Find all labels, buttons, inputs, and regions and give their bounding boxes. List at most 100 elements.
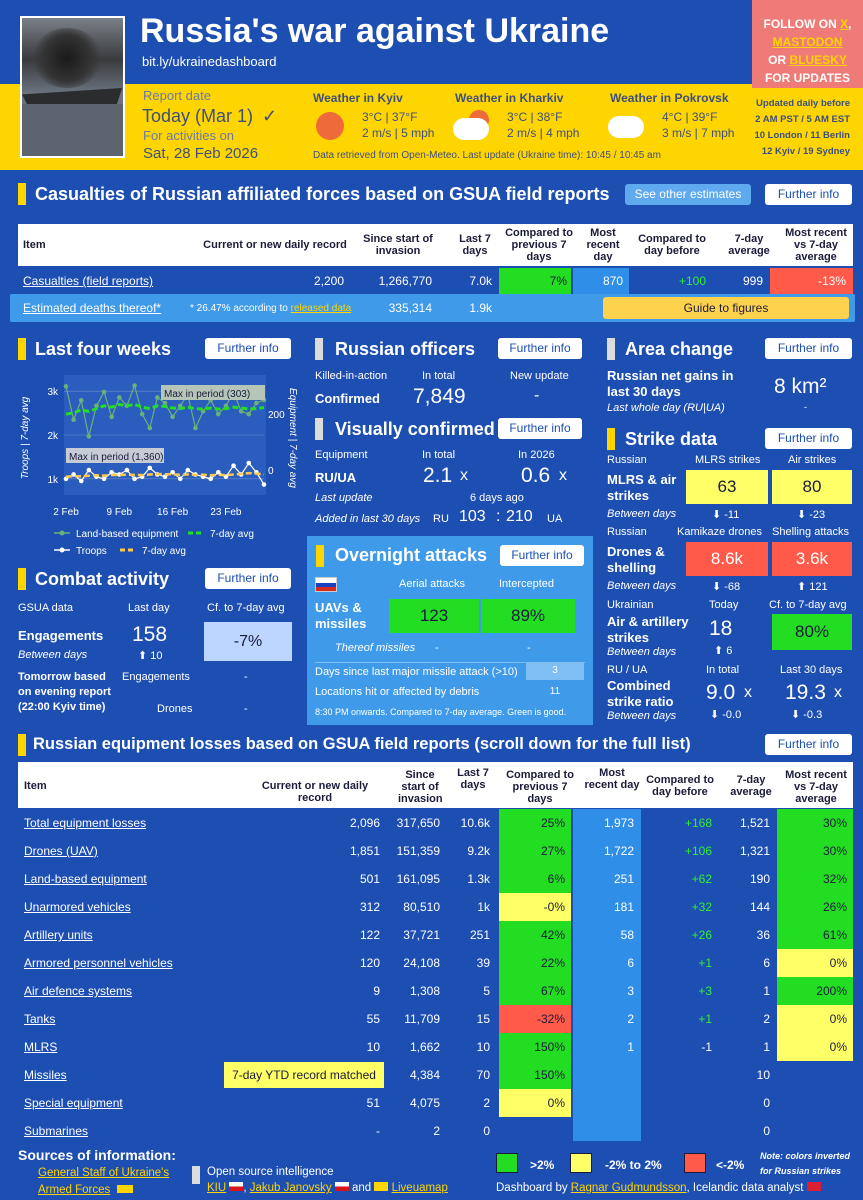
equipment-info-button[interactable]: Further info <box>765 734 852 755</box>
ua-strikes-today: 18 <box>709 617 733 640</box>
engagements-label: Engagements <box>18 628 104 643</box>
guide-to-figures-button[interactable]: Guide to figures <box>603 297 849 319</box>
vs-avg-bg <box>777 837 853 865</box>
czech-flag-icon <box>334 1182 349 1191</box>
compared-prev7-bg <box>499 1089 571 1117</box>
daily-value: 122 <box>359 928 380 942</box>
strike-info-button[interactable]: Further info <box>765 428 852 449</box>
x-link[interactable]: X <box>840 17 849 31</box>
series-point-0 <box>254 400 259 406</box>
equipment-item-link[interactable]: Air defence systems <box>24 984 133 998</box>
equipment-item-link[interactable]: Tanks <box>24 1012 56 1026</box>
series-point-0 <box>238 409 244 414</box>
vs-avg-value: 0% <box>829 1012 847 1026</box>
bluesky-link[interactable]: BLUESKY <box>789 53 847 67</box>
intercepted-value: 89% <box>481 599 575 633</box>
visually-info-button[interactable]: Further info <box>498 418 582 439</box>
vs-avg-value: 30% <box>822 844 847 858</box>
series-point-2 <box>177 476 183 482</box>
mastodon-link[interactable]: MASTODON <box>772 35 843 49</box>
avg7-value: 1 <box>763 984 770 998</box>
weather-pokrovsk-wind: 3 m/s | 7 mph <box>662 126 735 140</box>
last7-value: 251 <box>469 928 490 942</box>
janovsky-link[interactable]: Jakub Janovsky <box>249 1182 332 1194</box>
compared-prev7-value: -32% <box>536 1012 565 1026</box>
casualties-info-button[interactable]: Further info <box>765 184 852 205</box>
liveuamap-link[interactable]: Liveuamap <box>391 1182 448 1194</box>
equipment-item-link[interactable]: Artillery units <box>24 928 93 942</box>
data-retrieved-note: Data retrieved from Open-Meteo. Last upd… <box>313 150 661 161</box>
avg7-value: 190 <box>749 872 770 886</box>
gsua-link[interactable]: General Staff of Ukraine's Armed Forces <box>38 1167 170 1196</box>
combat-info-button[interactable]: Further info <box>205 568 291 589</box>
vs-avg-value: 32% <box>822 872 847 886</box>
equipment-item-link[interactable]: Submarines <box>24 1124 89 1138</box>
table-row: Air defence systems 9 1,308 5 67% 3 +3 1 200% <box>18 977 853 1005</box>
area-change-title: Area change <box>625 339 734 359</box>
header-top <box>0 0 863 84</box>
vs-avg-bg <box>777 1005 853 1033</box>
x-tick: 9 Feb <box>107 507 133 518</box>
max-equipment-box <box>161 385 265 400</box>
series-point-0 <box>162 400 168 406</box>
series-point-0 <box>86 434 92 439</box>
compared-day-value: +26 <box>691 928 712 942</box>
equipment-item-link[interactable]: Unarmored vehicles <box>24 900 131 914</box>
ukraine-flag-icon <box>374 1182 389 1191</box>
equipment-item-link[interactable]: Special equipment <box>24 1096 123 1110</box>
compared-day-value: +1 <box>698 956 712 970</box>
vs-avg-value: 0% <box>829 1040 847 1054</box>
max-equipment-label: Max in period (303) <box>164 389 250 400</box>
casualties-field-reports-link[interactable]: Casualties (field reports) <box>23 274 154 288</box>
sun-icon <box>316 112 344 140</box>
series-point-0 <box>117 395 122 400</box>
equipment-item-link[interactable]: Total equipment losses <box>24 816 147 830</box>
burning-ship-photo <box>20 16 125 158</box>
since-start-value: 4,384 <box>409 1068 440 1082</box>
compared-prev7-bg <box>499 809 571 837</box>
area-info-button[interactable]: Further info <box>765 338 852 359</box>
officers-confirmed-total: 7,849 <box>413 385 466 408</box>
last7-value: 1.3k <box>467 872 490 886</box>
series-point-0 <box>78 397 84 403</box>
overnight-attacks-panel: Overnight attacks Further info Aerial at… <box>307 536 593 725</box>
kiu-link[interactable]: KIU <box>207 1182 227 1194</box>
vs-avg-bg <box>777 893 853 921</box>
estimated-deaths-link[interactable]: Estimated deaths thereof* <box>23 301 162 315</box>
released-data-link[interactable]: released data <box>290 303 352 314</box>
officers-info-button[interactable]: Further info <box>498 338 582 359</box>
engagements-value: 158 <box>132 623 168 646</box>
equipment-item-link[interactable]: Armored personnel vehicles <box>24 956 173 970</box>
equipment-item-link[interactable]: Missiles <box>24 1068 67 1082</box>
other-estimates-button[interactable]: See other estimates <box>625 184 751 205</box>
compared-prev7-value: 27% <box>540 844 565 858</box>
compared-prev7-value: 22% <box>540 956 565 970</box>
sources-label: Sources of information: <box>18 1147 176 1163</box>
header-info-strip <box>0 84 863 170</box>
y-left-tick: 3k <box>47 387 59 398</box>
equipment-item-link[interactable]: Drones (UAV) <box>24 844 98 858</box>
since-start-value: 2 <box>433 1124 440 1138</box>
last7-value: 1k <box>477 900 490 914</box>
y-left-tick: 2k <box>47 431 59 442</box>
table-row: Total equipment losses 2,096 317,650 10.6k 2… <box>18 809 853 837</box>
author-link[interactable]: Ragnar Gudmundsson <box>570 1182 687 1194</box>
daily-value: 55 <box>366 1012 380 1026</box>
legend-equip-avg: 7-day avg <box>210 529 254 540</box>
avg7-value: 1,521 <box>739 816 770 830</box>
vs-avg-bg <box>777 865 853 893</box>
dashboard-shortlink[interactable]: bit.ly/ukrainedashboard <box>142 54 277 69</box>
ua-strikes-cf: 80% <box>772 614 852 650</box>
partly-cloudy-icon <box>453 110 493 140</box>
series-point-0 <box>101 389 107 395</box>
four-weeks-chart: 1k 2k 3k 0 200 2 Feb 9 Feb 16 Feb 23 Feb Troops … <box>20 375 298 557</box>
series-point-0 <box>216 411 221 417</box>
equipment-item-link[interactable]: Land-based equipment <box>24 872 147 886</box>
series-point-0 <box>71 417 76 423</box>
four-weeks-info-button[interactable]: Further info <box>205 338 291 359</box>
compared-prev7-value: 0% <box>547 1096 565 1110</box>
series-point-0 <box>94 403 99 409</box>
equipment-item-link[interactable]: MLRS <box>24 1040 58 1054</box>
overnight-info-button[interactable]: Further info <box>500 545 584 566</box>
czech-flag-icon <box>229 1182 244 1191</box>
